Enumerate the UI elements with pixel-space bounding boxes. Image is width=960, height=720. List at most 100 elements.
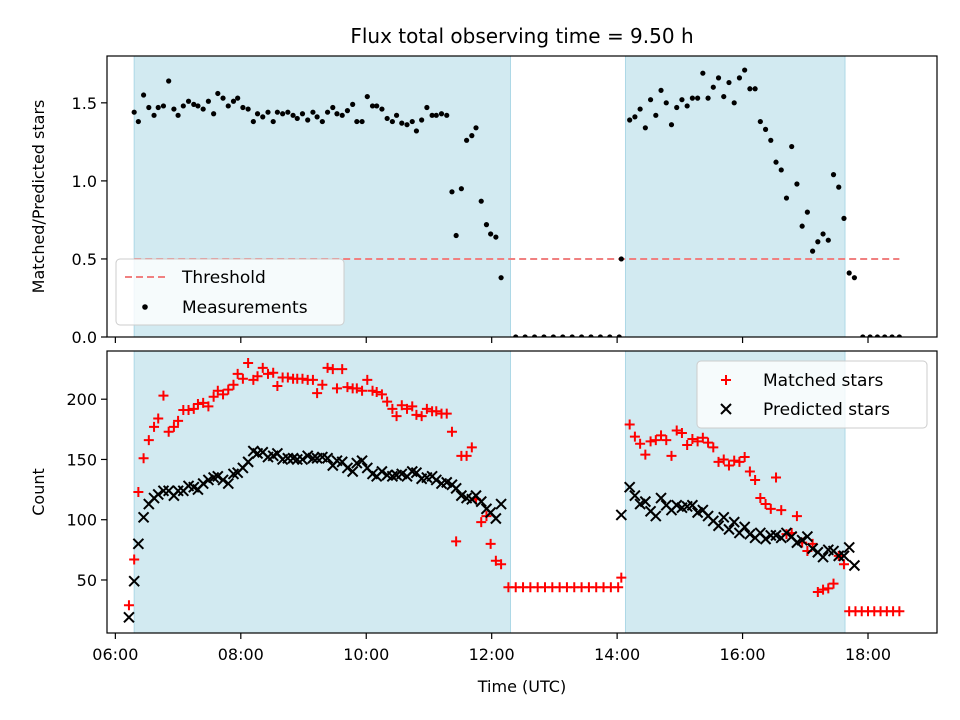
data-point-matched [376,389,387,400]
data-point-matched [391,411,402,422]
data-point-measurement [359,118,365,125]
data-point-predicted [450,482,462,495]
data-point-measurement [747,86,753,92]
data-point-measurement [384,115,390,122]
data-point-measurement [334,111,340,117]
data-point-measurement [175,112,181,118]
data-point-measurement [404,122,410,128]
data-point-matched [451,536,462,547]
data-point-matched [676,427,687,438]
data-point-measurement [715,75,722,81]
data-point-measurement [160,103,167,109]
data-point-measurement [354,118,360,125]
data-point-predicted [806,542,819,555]
data-point-measurement [860,334,866,337]
data-point-measurement [705,95,711,101]
data-point-matched [791,511,802,522]
data-point-measurement [757,118,763,125]
legend-label-threshold: Threshold [181,268,266,288]
data-point-matched [661,435,672,446]
data-point-matched [218,389,229,400]
data-point-matched [838,559,849,570]
data-point-predicted [291,453,303,466]
data-point-measurement [742,67,748,73]
data-point-matched [133,487,144,497]
data-point-measurement [794,181,800,187]
data-point-matched [708,442,719,453]
data-point-measurement [413,128,420,134]
plot-area [123,358,905,624]
data-point-measurement [339,112,345,118]
data-point-measurement [836,184,842,190]
data-point-matched [327,364,338,375]
data-point-measurement [185,98,192,104]
data-point-predicted [838,550,850,562]
data-point-matched [396,400,407,411]
data-point-matched [129,554,140,565]
data-point-measurement [882,334,888,337]
data-point-matched [441,408,452,419]
data-point-matched [411,409,422,420]
data-point-measurement [483,222,490,228]
y-tick-label: 150 [66,450,97,469]
data-point-measurement [458,186,464,192]
data-point-measurement [240,104,246,111]
data-point-measurement [290,112,296,118]
data-point-matched [168,421,179,432]
y-tick-label: 200 [66,390,97,409]
data-point-measurement [653,112,659,118]
data-point-measurement [588,334,594,337]
data-point-measurement [389,118,395,125]
data-point-matched [342,382,353,393]
data-point-matched [203,401,214,412]
data-point-predicted [801,530,814,543]
data-point-measurement [260,114,266,120]
data-point-matched [282,372,293,383]
data-point-predicted [321,452,334,464]
data-point-predicted [780,527,793,539]
data-point-matched [307,374,318,385]
data-point-predicted [475,495,487,508]
data-point-matched [723,460,734,471]
data-point-measurement [531,334,538,337]
data-point-predicted [744,528,756,540]
data-point-measurement [305,117,311,123]
plot-area [131,67,902,337]
data-point-matched [446,426,457,437]
data-point-measurement [658,87,664,93]
data-point-measurement [825,237,831,243]
data-point-matched [173,415,184,426]
data-point-matched [466,442,477,453]
data-point-matched [153,413,164,424]
legend-label-matched: Matched stars [763,371,883,391]
shaded-interval [133,350,512,634]
data-point-measurement [463,137,470,143]
data-point-matched [818,584,829,595]
data-point-matched [198,397,209,408]
data-point-matched [357,385,368,396]
x-tick-label: 10:00 [343,645,389,664]
bottom-panel-counts: 50 100 150 200 06:00 08:00 10:00 12:00 14:00 16:0… [29,350,938,696]
data-point-measurement [280,111,286,117]
data-point-measurement [140,92,147,98]
data-point-predicted [848,559,861,572]
data-point-matched [421,403,432,414]
y-tick-label: 50 [77,571,97,590]
data-point-predicted [242,456,254,468]
data-point-matched [703,437,714,448]
y-tick-label: 0.0 [72,328,97,347]
data-point-measurement [726,79,732,86]
data-point-measurement [195,103,201,109]
data-point-matched [337,364,348,375]
x-axis-label: Time (UTC) [477,677,566,696]
data-point-measurement [453,232,459,239]
data-point-matched [123,600,134,611]
data-point-matched [650,435,661,446]
data-point-predicted [172,485,184,497]
data-point-measurement [700,70,706,76]
data-point-measurement [889,334,895,337]
data-point-measurement [250,118,256,125]
data-point-predicted [718,511,730,524]
data-point-measurement [674,104,680,111]
data-point-matched [485,538,496,549]
